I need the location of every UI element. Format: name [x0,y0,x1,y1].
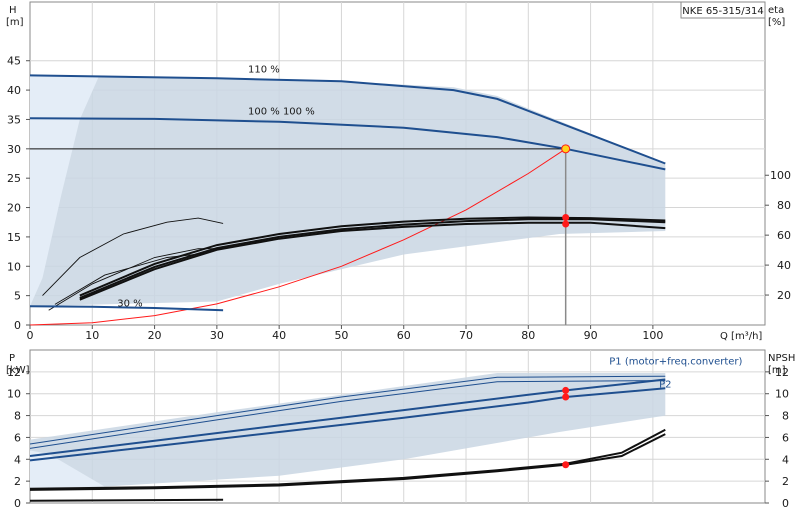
efficiency-curve [54,252,205,305]
y-tick-label: 8 [14,410,21,423]
right-axis-unit: [m] [768,365,786,376]
x-tick-label: 70 [459,329,473,342]
power-npsh-chart: P1 (motor+freq.converter) P2 0 2 4 6 8 10 12 0 2 4 6… [6,349,795,510]
x-tick-label: 20 [148,329,162,342]
operating-range-band [30,75,666,307]
right-tick-label: 8 [782,410,789,423]
x-tick-label: 100 [642,329,663,342]
right-tick-label: 60 [777,229,791,242]
right-tick-label: 6 [782,431,789,444]
system-curve [29,148,566,326]
left-axis-title: H [9,5,17,16]
right-axis-unit: [%] [768,17,785,28]
right-axis-title: NPSH [768,353,795,364]
efficiency-curve [79,216,666,297]
operating-point-marker [562,214,570,222]
series-line [29,375,666,445]
right-tick-label: 80 [777,199,791,212]
right-tick-label: 10 [775,388,789,401]
y-tick-label: 12 [7,366,21,379]
x-tick-label: 10 [85,329,99,342]
series-line [29,380,666,449]
y-tick-label: 20 [7,202,21,215]
right-tick-label: 4 [782,453,789,466]
x-axis-title: Q [m³/h] [720,331,762,342]
y-tick-label: 30 [7,143,21,156]
series-line [29,305,224,312]
y-tick-label: 40 [7,84,21,97]
x-tick-label: 50 [334,329,348,342]
y-tick-label: 10 [7,388,21,401]
left-axis-unit: [m] [6,17,24,28]
efficiency-curve [79,221,666,301]
npsh-curve [29,498,224,502]
chart-title-box [680,1,766,19]
left-axis-title: P [9,353,15,364]
series-line [29,74,666,165]
left-axis-unit: [kW] [6,365,30,376]
x-tick-label: 30 [210,329,224,342]
series-label: 30 % [117,299,142,310]
series-label: 100 % 100 % [248,107,315,118]
right-axis-title: eta [768,5,784,16]
x-tick-label: 0 [27,329,34,342]
y-tick-label: 35 [7,113,21,126]
duty-point-marker [561,144,571,154]
y-tick-label: 5 [14,290,21,303]
operating-point-marker [562,220,570,228]
right-tick-label: 20 [777,289,791,302]
efficiency-curve [42,217,224,296]
series-label: 110 % [248,64,280,75]
head-efficiency-chart: 110 % 100 % 100 % 30 % 0 5 10 15 20 25 30 35 40 45 20… [6,1,791,342]
y-tick-label: 25 [7,172,21,185]
efficiency-curve [48,248,224,311]
y-tick-label: 6 [14,431,21,444]
x-tick-label: 90 [584,329,598,342]
series-label: P2 [659,379,671,390]
efficiency-curve [79,218,666,299]
y-tick-label: 10 [7,260,21,273]
operating-point-marker [562,393,570,401]
y-tick-label: 4 [14,453,21,466]
x-tick-label: 60 [397,329,411,342]
right-tick-label: 2 [782,475,789,488]
npsh-curve [29,428,666,490]
y-tick-label: 2 [14,475,21,488]
operating-range-extension [30,75,99,307]
operating-point-marker [562,386,570,394]
right-tick-label: 100 [770,169,791,182]
right-tick-label: 40 [777,259,791,272]
x-tick-label: 80 [521,329,535,342]
y-tick-label: 15 [7,231,21,244]
y-tick-label: 0 [14,497,21,510]
chart-title: NKE 65-315/314 [682,6,763,17]
operating-range-extension [30,450,105,488]
series-label: P1 (motor+freq.converter) [609,356,742,367]
y-tick-label: 0 [14,319,21,332]
y-tick-label: 45 [7,55,21,68]
x-tick-label: 40 [272,329,286,342]
operating-range-band [30,373,666,488]
operating-point-marker [562,461,570,469]
npsh-curve [29,433,666,491]
right-tick-label: 0 [782,497,789,510]
right-tick-label: 12 [775,366,789,379]
